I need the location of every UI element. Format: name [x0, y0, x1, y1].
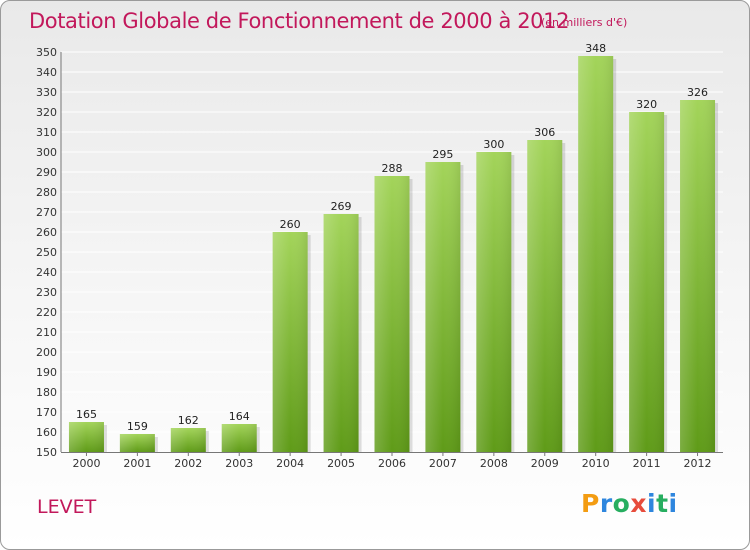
data-label: 269: [331, 200, 352, 213]
bar-highlight: [680, 100, 716, 452]
bar-highlight: [272, 232, 308, 452]
bar-highlight: [425, 162, 461, 452]
bar-highlight: [221, 424, 257, 452]
y-tick-label: 220: [36, 306, 57, 319]
y-tick-label: 320: [36, 106, 57, 119]
x-tick-label: 2002: [174, 457, 202, 470]
y-tick-label: 160: [36, 426, 57, 439]
data-label: 326: [687, 86, 708, 99]
data-label: 165: [76, 408, 97, 421]
x-tick-label: 2012: [684, 457, 712, 470]
y-tick-label: 300: [36, 146, 57, 159]
x-tick-label: 2010: [582, 457, 610, 470]
x-axis: 2000 2001 2002 2003 2004 2005 2006 2007 2008 2009…: [61, 452, 723, 470]
chart-title: Dotation Globale de Fonctionnement de 20…: [29, 9, 570, 33]
proxiti-logo[interactable]: Proxiti: [581, 489, 678, 518]
bar-highlight: [119, 434, 155, 452]
bars: 165 159 162 164 260 269 288 295 300 306 348 320 326: [68, 42, 719, 452]
y-tick-label: 330: [36, 86, 57, 99]
y-tick-label: 210: [36, 326, 57, 339]
y-tick-label: 260: [36, 226, 57, 239]
chart-unit: (en milliers d'€): [541, 16, 628, 29]
data-label: 300: [483, 138, 504, 151]
x-tick-label: 2009: [531, 457, 559, 470]
data-label: 164: [229, 410, 250, 423]
bar-highlight: [527, 140, 563, 452]
x-tick-label: 2008: [480, 457, 508, 470]
data-label: 288: [382, 162, 403, 175]
y-tick-label: 170: [36, 406, 57, 419]
x-tick-label: 2011: [633, 457, 661, 470]
y-tick-label: 310: [36, 126, 57, 139]
bar-highlight: [476, 152, 512, 452]
bar-highlight: [578, 56, 614, 452]
data-label: 162: [178, 414, 199, 427]
x-tick-label: 2001: [123, 457, 151, 470]
commune-name: LEVET: [37, 496, 97, 518]
bar-highlight: [170, 428, 206, 452]
y-tick-label: 350: [36, 46, 57, 59]
data-label: 295: [432, 148, 453, 161]
y-tick-label: 190: [36, 366, 57, 379]
data-label: 348: [585, 42, 606, 55]
bar-highlight: [323, 214, 359, 452]
x-tick-label: 2007: [429, 457, 457, 470]
y-tick-label: 180: [36, 386, 57, 399]
bar-highlight: [629, 112, 665, 452]
bar-highlight: [374, 176, 410, 452]
y-tick-label: 290: [36, 166, 57, 179]
data-label: 159: [127, 420, 148, 433]
data-label: 306: [534, 126, 555, 139]
x-tick-label: 2006: [378, 457, 406, 470]
y-tick-label: 230: [36, 286, 57, 299]
data-label: 260: [280, 218, 301, 231]
y-tick-label: 340: [36, 66, 57, 79]
y-tick-label: 200: [36, 346, 57, 359]
y-tick-label: 280: [36, 186, 57, 199]
x-tick-label: 2004: [276, 457, 304, 470]
x-tick-label: 2000: [72, 457, 100, 470]
bar-highlight: [68, 422, 104, 452]
y-axis: 150 160 170 180 190 200 210 220 230 240 250 260 270 2…: [36, 46, 62, 459]
x-tick-label: 2005: [327, 457, 355, 470]
y-tick-label: 250: [36, 246, 57, 259]
x-tick-label: 2003: [225, 457, 253, 470]
y-tick-label: 240: [36, 266, 57, 279]
y-tick-label: 270: [36, 206, 57, 219]
y-tick-label: 150: [36, 446, 57, 459]
data-label: 320: [636, 98, 657, 111]
